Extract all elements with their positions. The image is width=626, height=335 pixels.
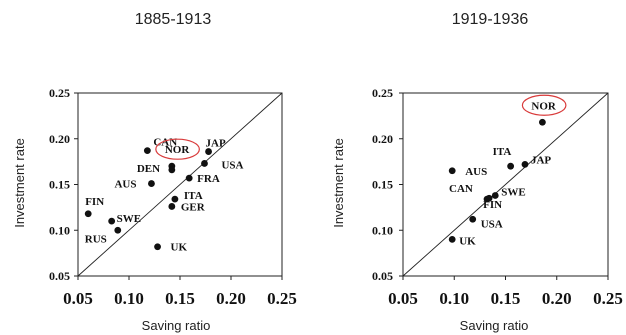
y-tick-label: 0.05 xyxy=(49,269,70,283)
x-axis-label: Saving ratio xyxy=(460,318,529,333)
data-point-ita xyxy=(507,162,515,170)
panel-title: 1919-1936 xyxy=(452,11,529,28)
data-point-uk xyxy=(448,236,456,243)
y-tick-label: 0.25 xyxy=(372,86,393,100)
data-label-jap: JAP xyxy=(206,138,226,150)
data-label-ita: ITA xyxy=(493,146,512,158)
data-label-aus: AUS xyxy=(465,166,487,178)
y-tick-label: 0.15 xyxy=(372,178,393,192)
x-tick-label: 0.15 xyxy=(165,289,195,308)
data-label-fin: FIN xyxy=(483,199,502,211)
x-tick-label: 0.25 xyxy=(593,289,623,308)
data-point-swe xyxy=(491,192,499,199)
data-label-swe: SWE xyxy=(117,213,141,225)
y-tick-label: 0.05 xyxy=(372,269,393,283)
data-point-fin xyxy=(84,210,92,218)
y-tick-label: 0.15 xyxy=(49,178,70,192)
x-tick-label: 0.10 xyxy=(439,289,469,308)
data-label-swe: SWE xyxy=(501,186,525,198)
data-label-uk: UK xyxy=(171,242,188,254)
data-point-swe xyxy=(108,217,116,225)
data-point-rus xyxy=(114,226,122,234)
x-tick-label: 0.10 xyxy=(114,289,144,308)
x-tick-label: 0.20 xyxy=(216,289,246,308)
data-label-rus: RUS xyxy=(85,233,107,245)
data-point-usa xyxy=(469,215,477,223)
x-tick-label: 0.15 xyxy=(491,289,521,308)
x-tick-label: 0.25 xyxy=(267,289,297,308)
diagonal-line xyxy=(402,92,609,277)
y-tick-label: 0.25 xyxy=(49,86,70,100)
data-label-nor: NOR xyxy=(531,100,557,112)
data-label-nor: NOR xyxy=(165,144,191,156)
y-tick-label: 0.10 xyxy=(372,223,393,237)
data-label-ita: ITA xyxy=(184,190,203,202)
data-label-usa: USA xyxy=(481,218,503,230)
data-point-jap xyxy=(521,160,529,168)
diagonal-line xyxy=(77,92,283,277)
x-tick-label: 0.20 xyxy=(542,289,572,308)
data-label-den: DEN xyxy=(137,163,160,175)
data-label-ger: GER xyxy=(181,201,206,213)
data-label-fra: FRA xyxy=(197,173,220,185)
data-point-ita xyxy=(171,195,179,203)
panel-title: 1885-1913 xyxy=(135,11,212,28)
data-label-usa: USA xyxy=(221,159,243,171)
y-axis-label: Investment rate xyxy=(331,138,346,228)
x-tick-label: 0.05 xyxy=(388,289,418,308)
data-point-can xyxy=(143,147,151,155)
data-point-aus xyxy=(448,167,456,175)
data-label-can: CAN xyxy=(449,183,473,195)
highlight-circle-nor xyxy=(521,94,567,116)
data-point-fra xyxy=(185,174,193,182)
chart-panel-1919-1936: 1919-1936 Saving ratio Investment rate 0… xyxy=(331,11,623,333)
data-point-den xyxy=(168,166,176,174)
y-tick-label: 0.20 xyxy=(49,132,70,146)
data-point-nor xyxy=(539,118,546,126)
data-point-usa xyxy=(201,160,208,167)
data-point-aus xyxy=(148,180,155,187)
x-tick-label: 0.05 xyxy=(63,289,93,308)
data-label-fin: FIN xyxy=(85,196,104,208)
data-label-jap: JAP xyxy=(531,154,551,166)
chart-panel-1885-1913: 1885-1913 Saving ratio Investment rate 0… xyxy=(12,11,297,333)
x-axis-label: Saving ratio xyxy=(142,318,211,333)
y-tick-label: 0.10 xyxy=(49,223,70,237)
data-point-jap xyxy=(205,148,212,155)
data-label-aus: AUS xyxy=(114,179,136,191)
data-point-uk xyxy=(154,243,161,251)
data-label-uk: UK xyxy=(459,235,476,247)
data-point-ger xyxy=(168,203,176,210)
y-axis-label: Investment rate xyxy=(12,138,27,228)
highlight-circle-nor xyxy=(155,138,200,160)
y-tick-label: 0.20 xyxy=(372,132,393,146)
data-point-fin xyxy=(485,194,493,202)
